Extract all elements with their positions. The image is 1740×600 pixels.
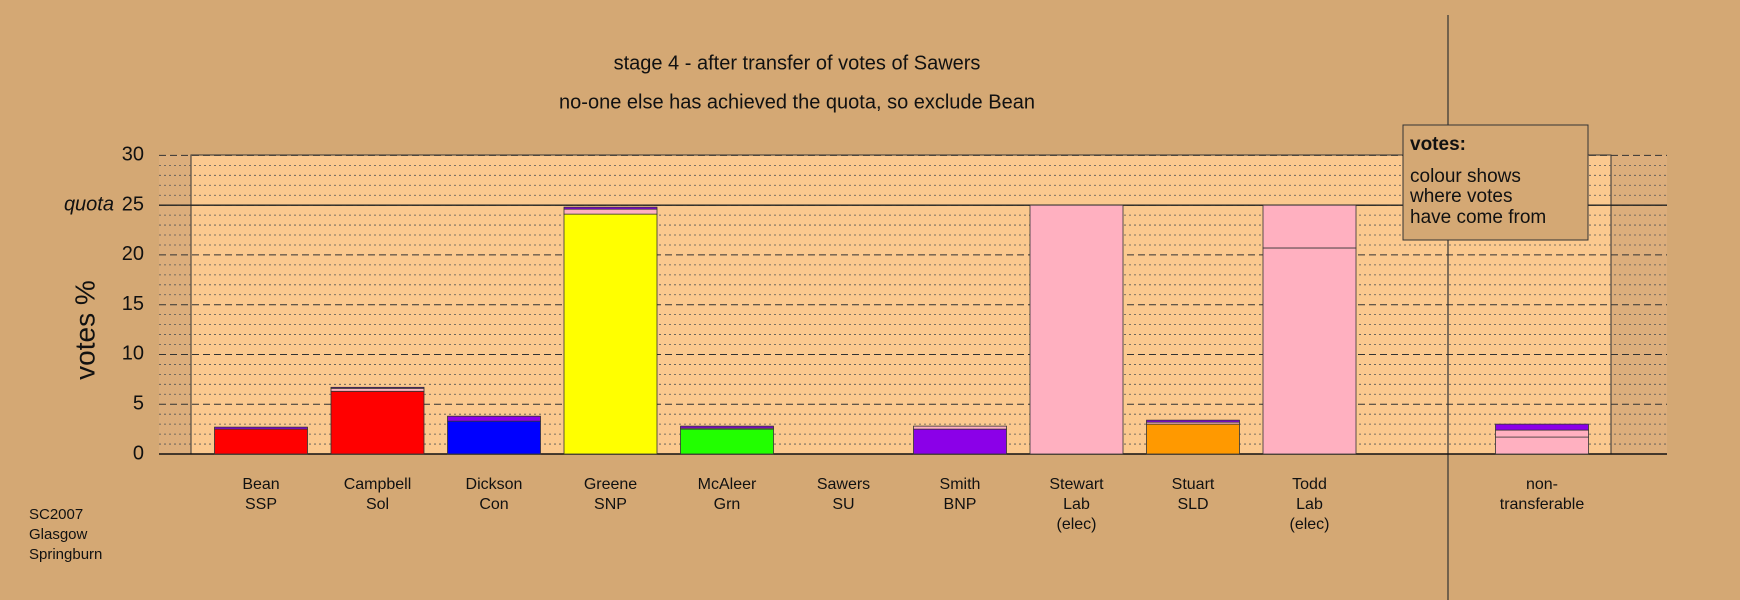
y-tick-label: 10 [122, 343, 144, 365]
chart-title: stage 4 - after transfer of votes of Saw… [614, 52, 981, 74]
bar-segment [330, 390, 425, 455]
x-tick-label: SSP [245, 496, 277, 513]
y-tick-label: 0 [133, 442, 144, 464]
x-tick-label: SU [832, 496, 854, 513]
y-tick-label: 30 [122, 144, 144, 166]
x-tick-label: SLD [1177, 496, 1208, 513]
bar-segment [1029, 204, 1124, 455]
bar-segment [330, 386, 425, 389]
bar-segment [214, 426, 308, 430]
x-tick-label: SNP [594, 496, 627, 513]
quota-label: quota [64, 193, 114, 215]
bar-segment [447, 415, 541, 422]
x-tick-label: Stuart [1172, 476, 1215, 493]
legend-line: where votes [1409, 186, 1512, 207]
x-tick-label: Todd [1292, 476, 1327, 493]
legend-line: colour shows [1410, 166, 1521, 187]
x-tick-label: non- [1526, 476, 1558, 493]
bar-segment [447, 420, 541, 455]
x-tick-label: Smith [940, 476, 981, 493]
bar-segment [1495, 429, 1589, 438]
bar-segment [913, 425, 1007, 430]
bar-segment [214, 428, 308, 455]
bar-segment [563, 206, 658, 210]
note: SC2007 [29, 506, 83, 523]
x-tick-label: Campbell [344, 476, 412, 493]
legend-box [1402, 124, 1589, 241]
x-tick-label: Lab [1063, 496, 1090, 513]
x-tick-label: transferable [1500, 496, 1585, 513]
x-tick-label: Sawers [817, 476, 870, 493]
x-tick-label: BNP [944, 496, 977, 513]
y-tick-label: 5 [133, 393, 144, 415]
bar-segment [563, 208, 658, 215]
bar-segment [563, 213, 658, 455]
x-tick-label: Lab [1296, 496, 1323, 513]
legend-title: votes: [1410, 134, 1466, 155]
bar-segment [680, 425, 774, 429]
y-tick-label: 15 [122, 293, 144, 315]
y-tick-label: 20 [122, 243, 144, 265]
x-tick-label: (elec) [1289, 516, 1329, 533]
chart-subtitle: no-one else has achieved the quota, so e… [559, 91, 1035, 113]
x-tick-label: Bean [242, 476, 279, 493]
bar-segment [1146, 419, 1240, 423]
x-tick-label: Sol [366, 496, 389, 513]
bar-segment [1495, 423, 1589, 431]
bar-segment [1262, 204, 1357, 249]
y-tick-label: 25 [122, 193, 144, 215]
x-tick-label: Greene [584, 476, 637, 493]
x-tick-label: McAleer [698, 476, 757, 493]
bar-segment [1262, 247, 1357, 455]
x-tick-label: (elec) [1056, 516, 1096, 533]
bar-segment [680, 428, 774, 455]
bar-segment [1146, 423, 1240, 455]
bar-segment [330, 387, 425, 392]
x-tick-label: Con [479, 496, 508, 513]
bar-segment [913, 428, 1007, 455]
x-tick-label: Dickson [466, 476, 523, 493]
note: Springburn [29, 546, 102, 563]
x-tick-label: Stewart [1049, 476, 1104, 493]
x-tick-label: Grn [714, 496, 741, 513]
y-axis-label: votes % [69, 280, 100, 380]
legend-line: have come from [1410, 207, 1546, 228]
bar-segment [1495, 436, 1589, 455]
note: Glasgow [29, 526, 88, 543]
